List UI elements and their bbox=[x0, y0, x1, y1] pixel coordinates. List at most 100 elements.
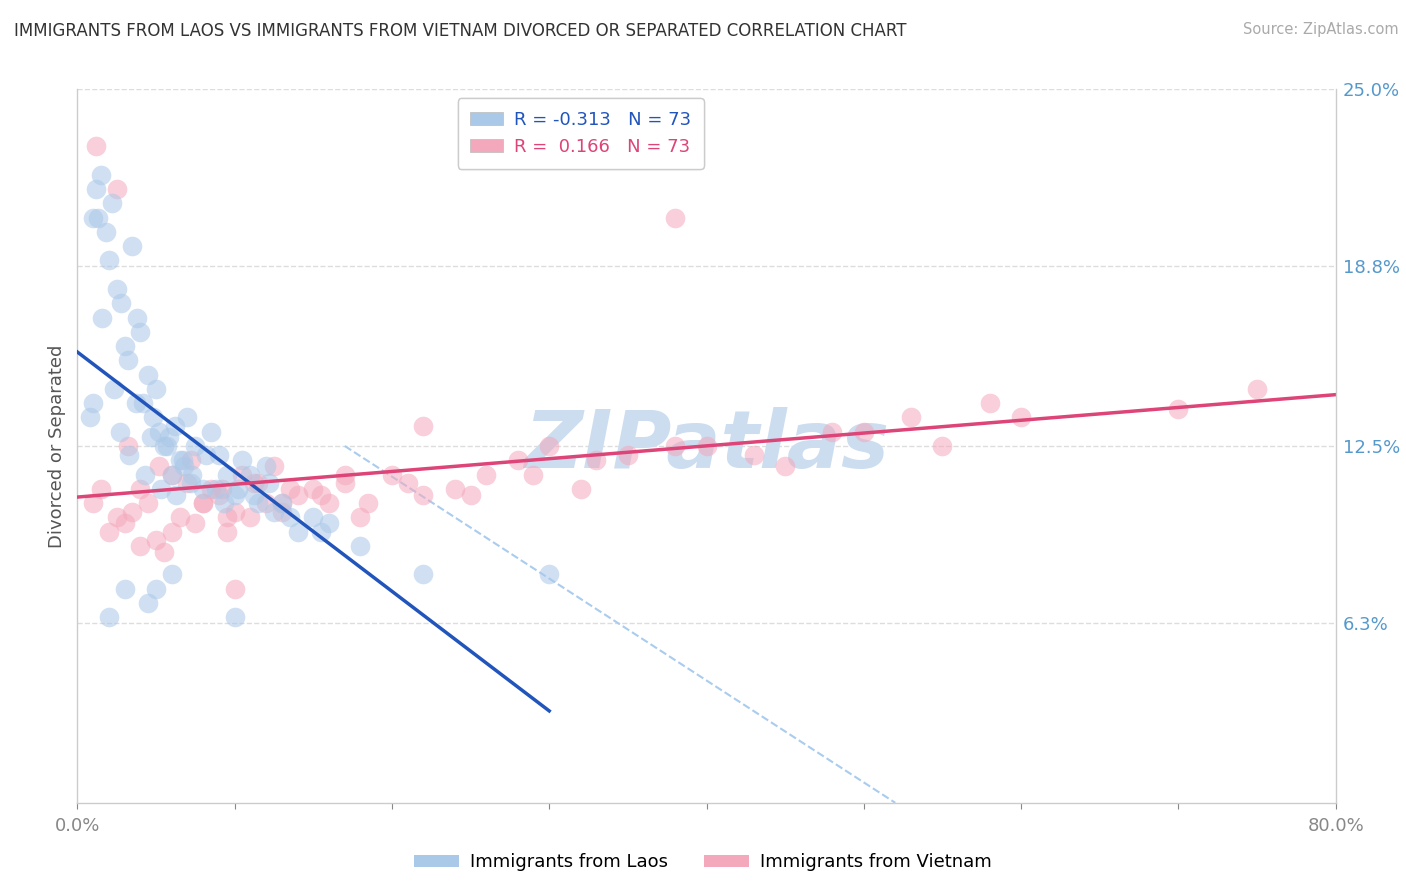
Point bbox=[94, 225, 117, 239]
Point bbox=[664, 439, 686, 453]
Point bbox=[226, 482, 249, 496]
Point bbox=[124, 396, 146, 410]
Point bbox=[191, 496, 215, 510]
Point bbox=[101, 196, 124, 211]
Point bbox=[263, 505, 285, 519]
Point bbox=[208, 487, 231, 501]
Point bbox=[333, 476, 356, 491]
Point bbox=[538, 439, 561, 453]
Point bbox=[169, 510, 191, 524]
Point bbox=[247, 496, 270, 510]
Point bbox=[357, 496, 380, 510]
Point bbox=[231, 467, 253, 482]
Point bbox=[148, 458, 170, 473]
Point bbox=[460, 487, 482, 501]
Point bbox=[148, 425, 170, 439]
Point bbox=[134, 467, 156, 482]
Point bbox=[184, 439, 207, 453]
Point bbox=[242, 487, 264, 501]
Point bbox=[215, 467, 238, 482]
Point bbox=[263, 458, 285, 473]
Point bbox=[103, 382, 125, 396]
Point bbox=[176, 410, 198, 425]
Point bbox=[318, 516, 340, 530]
Point bbox=[224, 505, 246, 519]
Point bbox=[145, 382, 167, 396]
Point bbox=[91, 310, 114, 325]
Point bbox=[117, 353, 139, 368]
Point bbox=[742, 448, 765, 462]
Text: Source: ZipAtlas.com: Source: ZipAtlas.com bbox=[1243, 22, 1399, 37]
Point bbox=[208, 448, 231, 462]
Point bbox=[160, 467, 183, 482]
Point bbox=[224, 610, 246, 624]
Point bbox=[231, 453, 253, 467]
Point bbox=[149, 482, 172, 496]
Point bbox=[82, 396, 104, 410]
Point bbox=[87, 211, 110, 225]
Point bbox=[412, 487, 434, 501]
Point bbox=[114, 339, 136, 353]
Point bbox=[349, 510, 371, 524]
Point bbox=[121, 505, 143, 519]
Point bbox=[110, 296, 132, 310]
Point bbox=[136, 596, 159, 610]
Point bbox=[156, 439, 179, 453]
Point bbox=[212, 496, 235, 510]
Point bbox=[108, 425, 131, 439]
Point bbox=[173, 458, 195, 473]
Point bbox=[412, 419, 434, 434]
Y-axis label: Divorced or Separated: Divorced or Separated bbox=[48, 344, 66, 548]
Point bbox=[97, 253, 120, 268]
Point bbox=[157, 430, 180, 444]
Point bbox=[569, 482, 592, 496]
Point bbox=[160, 524, 183, 539]
Point bbox=[180, 453, 202, 467]
Point bbox=[169, 453, 191, 467]
Point bbox=[224, 582, 246, 596]
Point bbox=[239, 467, 262, 482]
Point bbox=[270, 496, 292, 510]
Point bbox=[136, 496, 159, 510]
Point bbox=[215, 524, 238, 539]
Point bbox=[114, 582, 136, 596]
Point bbox=[105, 510, 128, 524]
Point bbox=[318, 496, 340, 510]
Point bbox=[1246, 382, 1268, 396]
Point bbox=[97, 524, 120, 539]
Point bbox=[97, 610, 120, 624]
Point bbox=[136, 368, 159, 382]
Point bbox=[852, 425, 875, 439]
Point bbox=[242, 476, 264, 491]
Point bbox=[506, 453, 529, 467]
Point bbox=[309, 524, 332, 539]
Point bbox=[129, 325, 152, 339]
Point bbox=[114, 516, 136, 530]
Point bbox=[254, 496, 277, 510]
Point bbox=[349, 539, 371, 553]
Text: IMMIGRANTS FROM LAOS VS IMMIGRANTS FROM VIETNAM DIVORCED OR SEPARATED CORRELATIO: IMMIGRANTS FROM LAOS VS IMMIGRANTS FROM … bbox=[14, 22, 907, 40]
Point bbox=[215, 510, 238, 524]
Point bbox=[90, 482, 112, 496]
Point bbox=[239, 510, 262, 524]
Point bbox=[270, 496, 292, 510]
Point bbox=[82, 496, 104, 510]
Point bbox=[270, 505, 292, 519]
Point bbox=[84, 182, 107, 196]
Point bbox=[200, 425, 222, 439]
Point bbox=[979, 396, 1001, 410]
Point bbox=[176, 476, 198, 491]
Point bbox=[129, 539, 152, 553]
Point bbox=[118, 448, 141, 462]
Point bbox=[191, 482, 215, 496]
Point bbox=[145, 533, 167, 548]
Point bbox=[309, 487, 332, 501]
Point bbox=[585, 453, 607, 467]
Point bbox=[160, 467, 183, 482]
Point bbox=[257, 476, 280, 491]
Point bbox=[412, 567, 434, 582]
Point bbox=[247, 476, 270, 491]
Point bbox=[396, 476, 419, 491]
Point bbox=[145, 582, 167, 596]
Point bbox=[105, 282, 128, 296]
